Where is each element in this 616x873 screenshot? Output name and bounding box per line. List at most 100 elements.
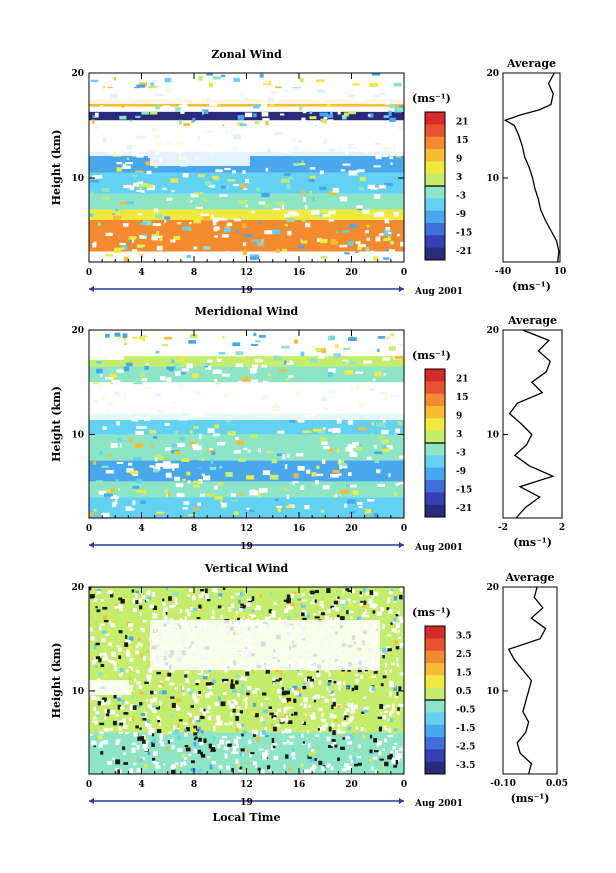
texture-cell <box>186 688 191 692</box>
texture-cell <box>164 336 173 340</box>
texture-cell <box>298 245 305 249</box>
texture-cell <box>137 705 142 708</box>
texture-cell <box>219 739 225 745</box>
texture-cell <box>123 185 131 189</box>
texture-cell <box>286 728 292 733</box>
texture-cell <box>244 234 253 237</box>
texture-cell <box>119 201 126 205</box>
texture-cell <box>302 741 305 744</box>
texture-cell <box>271 715 277 719</box>
texture-cell <box>179 437 185 441</box>
texture-cell <box>288 706 294 709</box>
texture-cell <box>293 698 297 703</box>
texture-cell <box>272 229 281 235</box>
texture-cell <box>309 595 314 598</box>
texture-cell <box>374 371 382 377</box>
texture-cell <box>347 589 353 593</box>
texture-cell <box>241 733 244 737</box>
texture-cell <box>211 175 219 179</box>
texture-cell <box>156 671 161 675</box>
texture-cell <box>200 751 203 756</box>
texture-cell <box>138 82 147 87</box>
texture-cell <box>254 255 260 260</box>
texture-cell <box>140 500 146 505</box>
texture-cell <box>286 362 294 365</box>
texture-cell <box>231 603 235 608</box>
texture-cell <box>163 197 173 201</box>
texture-cell <box>214 589 219 593</box>
texture-cell <box>220 500 223 505</box>
texture-cell <box>306 613 310 619</box>
texture-cell <box>89 587 92 591</box>
texture-cell <box>217 441 226 446</box>
texture-cell <box>152 223 162 227</box>
texture-cell <box>99 450 103 455</box>
texture-cell <box>355 241 361 244</box>
texture-cell <box>115 431 122 435</box>
texture-cell <box>179 618 183 622</box>
texture-cell <box>230 493 236 497</box>
texture-cell <box>95 738 98 742</box>
texture-cell <box>168 731 172 734</box>
texture-cell <box>399 672 405 676</box>
texture-cell <box>241 675 244 680</box>
colorbar-cell <box>425 675 445 689</box>
texture-cell <box>309 685 315 688</box>
texture-cell <box>169 669 175 673</box>
texture-cell <box>183 757 187 760</box>
texture-cell <box>382 357 390 361</box>
texture-cell <box>295 453 304 457</box>
texture-cell <box>135 254 142 259</box>
texture-cell <box>358 427 367 431</box>
texture-cell <box>125 704 128 708</box>
texture-cell <box>208 686 213 690</box>
texture-cell <box>269 102 275 108</box>
colorbar-tick-label: -21 <box>456 247 472 257</box>
texture-cell <box>113 694 117 699</box>
texture-cell <box>320 718 326 723</box>
texture-cell <box>388 111 392 117</box>
texture-cell <box>232 708 236 713</box>
x-tick-label: 12 <box>240 780 253 790</box>
data-gap <box>150 620 380 670</box>
texture-cell <box>348 170 358 176</box>
texture-cell <box>136 767 141 773</box>
texture-cell <box>275 679 280 682</box>
x-tick-label: 0 <box>86 268 92 278</box>
texture-cell <box>312 695 316 700</box>
texture-cell <box>361 711 365 714</box>
texture-cell <box>301 599 307 602</box>
texture-cell <box>158 740 163 744</box>
texture-cell <box>244 112 253 118</box>
texture-cell <box>126 362 133 367</box>
texture-cell <box>342 737 345 740</box>
texture-cell <box>318 728 322 733</box>
texture-cell <box>116 695 122 698</box>
texture-cell <box>190 193 199 198</box>
texture-cell <box>307 743 311 748</box>
texture-cell <box>382 257 390 260</box>
texture-cell <box>95 697 101 701</box>
texture-cell <box>118 769 122 775</box>
texture-cell <box>288 375 294 378</box>
texture-cell <box>181 368 190 372</box>
colorbar-cell <box>425 369 445 382</box>
texture-cell <box>261 102 267 107</box>
texture-cell <box>341 721 347 727</box>
texture-cell <box>235 611 239 615</box>
texture-cell <box>396 711 400 715</box>
texture-cell <box>205 594 209 599</box>
texture-cell <box>154 457 158 462</box>
texture-cell <box>200 753 206 758</box>
texture-cell <box>395 760 399 765</box>
texture-cell <box>284 173 291 176</box>
texture-cell <box>189 222 192 225</box>
texture-cell <box>287 616 291 621</box>
texture-cell <box>234 606 238 611</box>
texture-cell <box>153 466 161 471</box>
texture-cell <box>95 480 104 486</box>
texture-cell <box>95 711 100 715</box>
avg-frame <box>502 329 563 519</box>
texture-cell <box>218 765 223 769</box>
texture-cell <box>253 332 257 337</box>
